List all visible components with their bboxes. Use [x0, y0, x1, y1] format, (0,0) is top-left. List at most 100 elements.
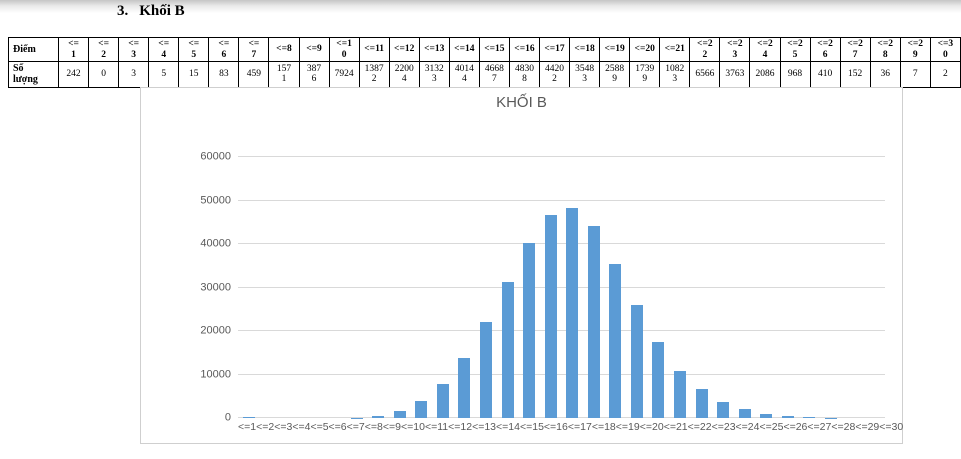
bar-slot [669, 157, 691, 418]
x-axis-tick-label: <=9 [382, 421, 401, 433]
count-value-cell: 387 6 [298, 61, 330, 88]
bar [587, 225, 600, 418]
score-col-header: <=2 9 [899, 36, 931, 63]
bar-slot [691, 157, 713, 418]
bar-slot [842, 157, 864, 418]
score-col-header: <=2 4 [749, 36, 781, 63]
count-value-cell: 1739 9 [629, 61, 661, 88]
x-axis-tick-label: <=24 [735, 421, 760, 433]
count-value-cell: 6566 [689, 61, 721, 88]
bar-slot [561, 157, 583, 418]
x-axis-tick-label: <=6 [328, 421, 347, 433]
score-col-header: <=3 0 [929, 36, 961, 63]
x-axis-tick-label: <=20 [639, 421, 664, 433]
score-col-header: <= 5 [178, 36, 210, 63]
score-col-header: <=11 [358, 36, 390, 63]
x-axis-tick-label: <=22 [687, 421, 712, 433]
bar [738, 408, 751, 418]
score-col-header: <=16 [508, 36, 541, 63]
score-col-header: <=14 [448, 36, 480, 63]
bar [458, 357, 471, 418]
score-col-header: <= 6 [208, 36, 240, 63]
chart: KHỐI B 0 10000 20000 30000 40000 50000 60000 <… [140, 87, 903, 444]
chart-title: KHỐI B [496, 94, 547, 111]
bar [501, 281, 514, 418]
bars-row [238, 157, 885, 418]
bar [695, 389, 708, 418]
bar-slot [756, 157, 778, 418]
section-number: 3. [117, 3, 129, 19]
table-value-row: Số lượng 242 0 3 5 15 83 459 157 1 387 6 7924 1387… [8, 61, 961, 88]
bar-slot [367, 157, 389, 418]
bar [674, 370, 687, 418]
score-col-header: <=21 [659, 36, 691, 63]
score-col-header: <=17 [538, 36, 571, 63]
count-value-cell: 36 [869, 61, 901, 88]
x-axis-tick-label: <=13 [472, 421, 497, 433]
count-value-cell: 3763 [719, 61, 751, 88]
bar-slot [432, 157, 454, 418]
score-col-header: <=18 [569, 36, 601, 63]
bar-slot [281, 157, 303, 418]
gridline [238, 417, 885, 418]
x-axis-tick-label: <=21 [663, 421, 688, 433]
gridline [238, 243, 885, 244]
count-value-cell: 2086 [749, 61, 781, 88]
count-value-cell: 410 [809, 61, 841, 88]
bar-slot [605, 157, 627, 418]
bar-slot [820, 157, 842, 418]
x-axis-tick-label: <=12 [448, 421, 473, 433]
score-col-header: <=15 [478, 36, 510, 63]
bar-slot [648, 157, 670, 418]
count-value-cell: 2200 4 [388, 61, 420, 88]
x-axis-tick-label: <=1 [238, 421, 257, 433]
bar-slot [799, 157, 821, 418]
y-axis-tick-label: 30000 [200, 281, 231, 293]
x-axis-tick-label: <=16 [543, 421, 568, 433]
score-col-header: <= 7 [238, 36, 270, 63]
score-col-header: <=2 8 [869, 36, 901, 63]
x-axis-tick-label: <=4 [292, 421, 311, 433]
x-axis-tick-label: <=7 [346, 421, 365, 433]
x-axis-tick-label: <=8 [364, 421, 383, 433]
count-value-cell: 459 [238, 61, 270, 88]
bar-slot [863, 157, 885, 418]
bar [242, 416, 255, 418]
count-value-cell: 968 [779, 61, 811, 88]
bar [566, 207, 579, 418]
score-col-header: <= 2 [88, 36, 120, 63]
bar-slot [411, 157, 433, 418]
count-value-cell: 3132 3 [418, 61, 450, 88]
count-value-cell: 3548 3 [569, 61, 601, 88]
score-distribution-table: Điểm <= 1 <= 2 <= 3 <= 4 <= 5 <= 6 <= 7 <=8 <=9 <… [8, 36, 961, 88]
score-col-header: <= 4 [148, 36, 180, 63]
count-value-cell: 1082 3 [659, 61, 691, 88]
y-axis-tick-label: 50000 [200, 194, 231, 206]
bar-slot [346, 157, 368, 418]
count-value-cell: 3 [118, 61, 150, 88]
bar [803, 417, 816, 418]
y-axis-tick-label: 20000 [200, 324, 231, 337]
bar-slot [712, 157, 734, 418]
y-axis-labels: 0 10000 20000 30000 40000 50000 60000 [161, 151, 231, 424]
gridline [238, 286, 885, 288]
score-col-header: <=2 6 [809, 36, 841, 63]
x-axis-labels: <=1 <=2 <=3 <=4 <=5 <=6 <=7 <=8 <=9 <=10 <=11 <=12 <… [238, 421, 903, 436]
bar-slot [475, 157, 497, 418]
count-value-cell: 15 [178, 61, 210, 88]
x-axis-tick-label: <=30 [879, 421, 904, 433]
bar-slot [497, 157, 519, 418]
bar-slot [303, 157, 325, 418]
bar [523, 243, 536, 418]
bar-slot [734, 157, 756, 418]
count-value-cell: 4668 7 [478, 61, 510, 88]
score-col-header: <=2 7 [839, 36, 871, 63]
score-col-header: <=20 [629, 36, 661, 63]
gridline [238, 156, 885, 157]
count-value-cell: 242 [57, 61, 90, 88]
score-col-header: <= 1 [57, 36, 90, 63]
gridline [238, 330, 885, 331]
count-value-cell: 2588 9 [599, 61, 631, 88]
bar [609, 263, 622, 418]
count-value-cell: 1387 2 [358, 61, 390, 88]
